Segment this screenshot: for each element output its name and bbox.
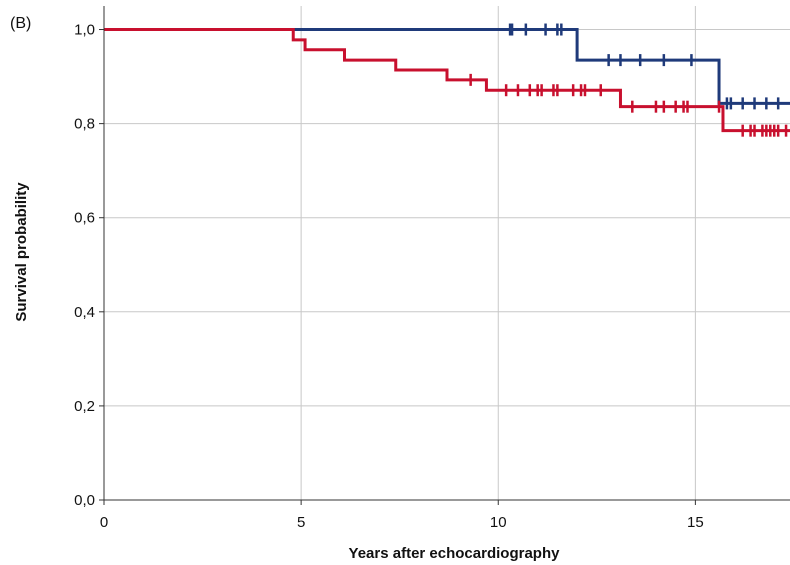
y-axis-title: Survival probability <box>13 182 30 322</box>
series-layer <box>104 23 790 137</box>
series-group-2 <box>104 28 790 137</box>
series-line-1 <box>104 28 790 105</box>
y-tick-label: 1,0 <box>74 22 95 39</box>
series-group-1 <box>104 23 790 110</box>
y-tick-label: 0,0 <box>74 492 95 509</box>
series-line-2 <box>104 28 790 133</box>
y-tick-label: 0,2 <box>74 398 95 415</box>
x-tick-label: 5 <box>297 514 305 531</box>
y-tick-label: 0,6 <box>74 210 95 227</box>
x-tick-label: 10 <box>490 514 507 531</box>
axes <box>99 6 790 505</box>
y-tick-label: 0,8 <box>74 116 95 133</box>
x-tick-label: 0 <box>100 514 108 531</box>
panel-label: (B) <box>10 15 31 32</box>
tick-labels: 0 5 10 15 0,0 0,2 0,4 0,6 0,8 1,0 <box>74 22 704 531</box>
grid-lines <box>104 6 790 500</box>
x-axis-title: Years after echocardiography <box>349 545 561 562</box>
y-tick-label: 0,4 <box>74 304 95 321</box>
x-tick-label: 15 <box>687 514 704 531</box>
